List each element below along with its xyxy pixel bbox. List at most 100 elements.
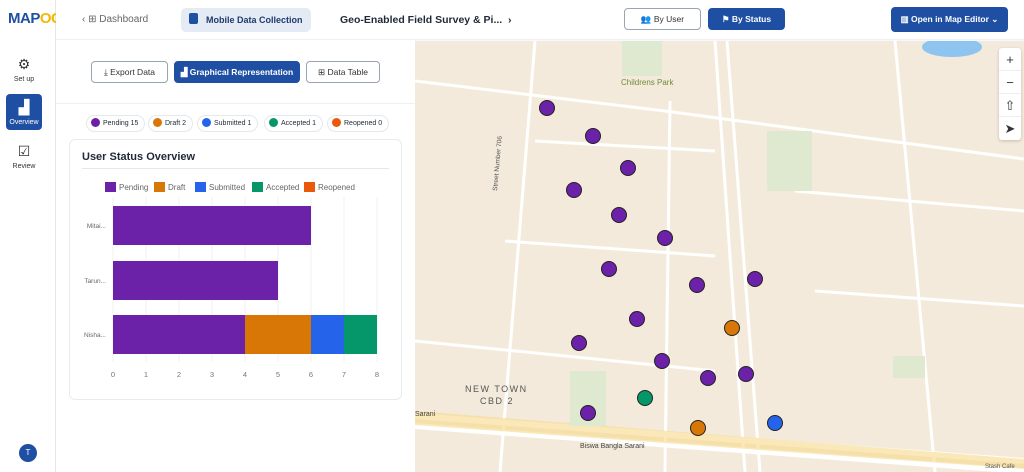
map-marker-pending[interactable] [571, 335, 587, 351]
bar-segment-accepted[interactable] [344, 315, 377, 354]
legend-label: Accepted [266, 183, 299, 192]
map-marker-pending[interactable] [585, 128, 601, 144]
map-marker-draft[interactable] [690, 420, 706, 436]
status-dot-icon [202, 118, 211, 127]
status-dot-icon [332, 118, 341, 127]
map-marker-pending[interactable] [601, 261, 617, 277]
x-tick-label: 1 [144, 370, 148, 379]
road [893, 41, 937, 472]
status-chip[interactable]: Submitted 1 [197, 115, 259, 132]
x-tick-label: 2 [177, 370, 181, 379]
clipboard-icon [189, 13, 198, 24]
map-label-street: Street Number 706 [492, 135, 504, 191]
map-controls: + − ⇧ ➤ [999, 48, 1021, 140]
open-map-editor-button[interactable]: ▥ Open in Map Editor ⌄ [891, 7, 1008, 32]
by-status-button[interactable]: ⚑ By Status [708, 8, 785, 30]
graphical-representation-button[interactable]: ▟ Graphical Representation [174, 61, 300, 83]
bar-segment-pending[interactable] [113, 261, 278, 300]
legend-label: Reopened [318, 183, 355, 192]
map-marker-pending[interactable] [747, 271, 763, 287]
zoom-in-button[interactable]: + [999, 48, 1021, 71]
gear-icon: ⚙ [17, 56, 31, 72]
x-tick-label: 7 [342, 370, 346, 379]
map-label-road: Biswa Bangla Sarani [580, 443, 645, 450]
road [725, 41, 762, 472]
sidebar-item-review[interactable]: ☑ Review [6, 143, 42, 170]
map-marker-pending[interactable] [689, 277, 705, 293]
x-tick-label: 8 [375, 370, 379, 379]
breadcrumb-module[interactable]: Mobile Data Collection [181, 8, 311, 32]
road [498, 41, 537, 472]
legend-label: Draft [168, 183, 186, 192]
status-dot-icon [153, 118, 162, 127]
bar-chart-icon: ▟ [180, 67, 188, 77]
legend-swatch [105, 182, 116, 192]
status-chip[interactable]: Draft 2 [148, 115, 194, 132]
road [534, 139, 716, 153]
map-marker-submitted[interactable] [767, 415, 783, 431]
status-chip[interactable]: Accepted 1 [264, 115, 324, 132]
export-data-button[interactable]: ⤓ Export Data [91, 61, 168, 83]
map-label-area1: NEW TOWN [465, 384, 528, 394]
status-chip[interactable]: Reopened 0 [327, 115, 390, 132]
status-chip[interactable]: Pending 15 [86, 115, 146, 132]
legend-label: Pending [119, 183, 148, 192]
map-marker-pending[interactable] [738, 366, 754, 382]
map-marker-pending[interactable] [657, 230, 673, 246]
by-user-button[interactable]: 👥 By User [624, 8, 701, 30]
checkbox-icon: ☑ [17, 143, 31, 159]
road [504, 239, 716, 258]
divider [82, 168, 389, 169]
map-marker-accepted[interactable] [637, 390, 653, 406]
legend-swatch [252, 182, 263, 192]
legend-swatch [304, 182, 315, 192]
map-marker-pending[interactable] [620, 160, 636, 176]
x-tick-label: 6 [309, 370, 313, 379]
map-marker-pending[interactable] [629, 311, 645, 327]
avatar[interactable]: T [19, 444, 37, 462]
x-tick-label: 3 [210, 370, 214, 379]
breadcrumb-dashboard[interactable]: ‹ ⊞ Dashboard [82, 14, 149, 25]
bar-segment-draft[interactable] [245, 315, 311, 354]
locate-button[interactable]: ➤ [1004, 121, 1016, 136]
road [794, 189, 1024, 213]
y-tick-label: Nisha... [84, 332, 106, 339]
park [767, 131, 812, 191]
park [622, 41, 662, 76]
sidebar-item-overview[interactable]: ▟ Overview [6, 94, 42, 130]
x-tick-label: 0 [111, 370, 115, 379]
map-marker-draft[interactable] [724, 320, 740, 336]
bar-chart-icon: ▟ [18, 99, 30, 115]
map-label-area2: CBD 2 [480, 396, 514, 406]
map-marker-pending[interactable] [700, 370, 716, 386]
bar-segment-pending[interactable] [113, 315, 245, 354]
status-dot-icon [269, 118, 278, 127]
legend-swatch [154, 182, 165, 192]
map-marker-pending[interactable] [566, 182, 582, 198]
map-marker-pending[interactable] [539, 100, 555, 116]
bar-segment-submitted[interactable] [311, 315, 344, 354]
compass-button[interactable]: ⇧ [999, 94, 1021, 117]
sidebar-item-setup[interactable]: ⚙ Set up [6, 56, 42, 83]
map[interactable]: Childrens Park NEW TOWN CBD 2 Biswa Bangla … [415, 41, 1024, 472]
highway [415, 411, 1024, 469]
chart-title: User Status Overview [82, 151, 196, 163]
flag-icon: ⚑ [721, 14, 730, 24]
download-icon: ⤓ [103, 67, 108, 77]
breadcrumb-project[interactable]: Geo-Enabled Field Survey & Pi... › [340, 14, 512, 26]
road [415, 423, 1024, 472]
data-table-button[interactable]: ⊞ Data Table [306, 61, 380, 83]
topbar: ‹ ⊞ Dashboard Mobile Data Collection Geo… [56, 0, 1024, 40]
sidebar: MAPOG ⚙ Set up ▟ Overview ☑ Review T [0, 0, 63, 472]
y-tick-label: Tarun... [84, 278, 106, 285]
lake [922, 41, 982, 57]
map-canvas[interactable]: Childrens Park NEW TOWN CBD 2 Biswa Bangla … [415, 41, 1024, 472]
map-label-cafe: Stash Cafe [985, 464, 1015, 470]
zoom-out-button[interactable]: − [999, 71, 1021, 94]
bar-segment-pending[interactable] [113, 206, 311, 245]
map-marker-pending[interactable] [654, 353, 670, 369]
map-marker-pending[interactable] [580, 405, 596, 421]
map-marker-pending[interactable] [611, 207, 627, 223]
divider [56, 103, 415, 104]
